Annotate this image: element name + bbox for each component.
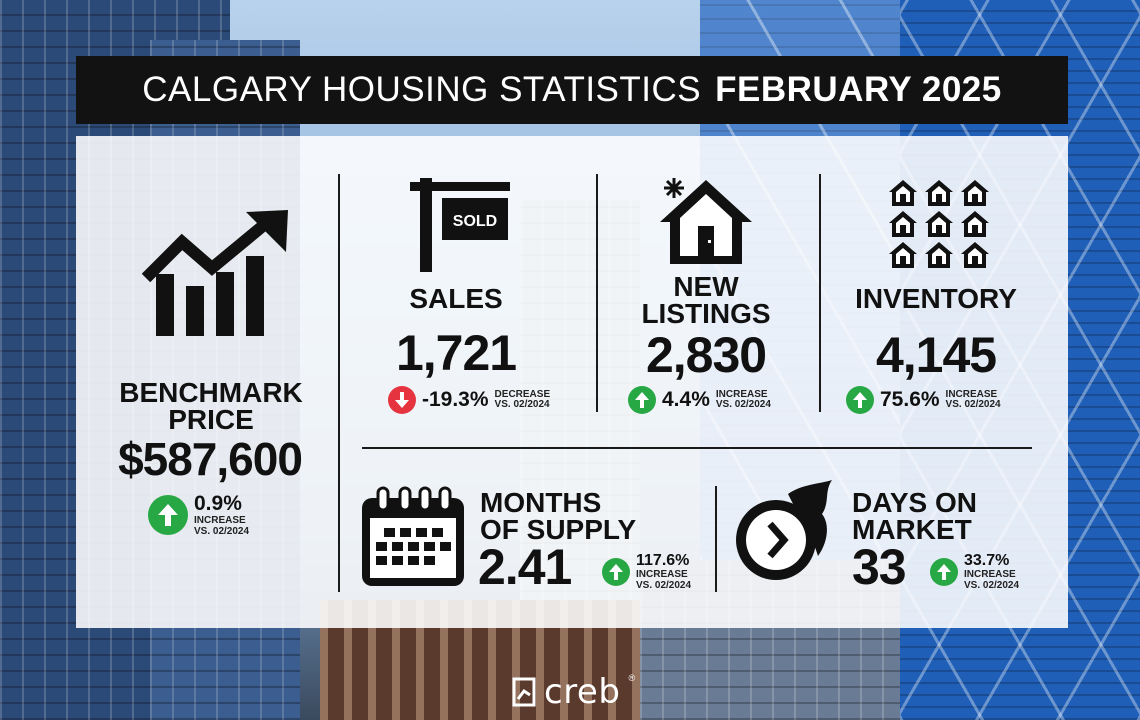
title-date: FEBRUARY 2025 (715, 70, 1002, 109)
months-of-supply-label-line1: MONTHS (480, 487, 602, 518)
sales-value: 1,721 (395, 325, 517, 381)
new-listings-change: 4.4% INCREASE VS. 02/2024 (628, 386, 771, 414)
house-icon (660, 178, 752, 264)
divider (362, 447, 1032, 449)
benchmark-compare: VS. 02/2024 (194, 525, 250, 537)
days-on-market-change: 33.7% INCREASE VS. 02/2024 (930, 552, 1019, 591)
creb-logo-icon (512, 677, 536, 707)
sales-label: SALES (409, 283, 503, 314)
sales-change-pct: -19.3% (422, 388, 489, 411)
new-listings-value: 2,830 (645, 327, 767, 383)
months-of-supply-value: 2.41 (478, 539, 572, 595)
divider (596, 174, 598, 412)
new-listings-label: NEW LISTINGS (616, 271, 796, 329)
new-listings-label-line1: NEW (673, 271, 739, 302)
houses-grid-icon (889, 180, 989, 268)
inventory-change-pct: 75.6% (880, 388, 940, 411)
up-arrow-icon (930, 557, 958, 586)
days-on-market-label-line1: DAYS ON (852, 487, 978, 518)
months-of-supply-change: 117.6% INCREASE VS. 02/2024 (602, 552, 691, 591)
months-of-supply-change-word: INCREASE (636, 569, 688, 580)
months-of-supply-compare: VS. 02/2024 (636, 579, 692, 591)
down-arrow-icon (388, 386, 416, 414)
days-on-market-change-pct: 33.7% (964, 552, 1010, 569)
divider (715, 486, 717, 592)
calendar-icon (362, 486, 464, 586)
creb-wordmark: creb (544, 672, 621, 712)
divider (819, 174, 821, 412)
new-listings-change-word: INCREASE (715, 388, 768, 400)
inventory-change-word: INCREASE (945, 388, 998, 400)
creb-logo: creb ® (512, 672, 635, 712)
sales-change-word: DECREASE (494, 388, 551, 400)
months-of-supply-label: MONTHS OF SUPPLY (480, 487, 670, 545)
trending-chart-icon (142, 210, 288, 336)
inventory-label: INVENTORY (855, 283, 1017, 314)
registered-mark: ® (628, 673, 636, 683)
up-arrow-icon (628, 386, 656, 414)
inventory-compare: VS. 02/2024 (945, 399, 1001, 410)
months-of-supply-change-pct: 117.6% (636, 552, 690, 569)
inventory-value: 4,145 (875, 327, 997, 383)
days-on-market-label: DAYS ON MARKET (852, 487, 1052, 545)
inventory-change: 75.6% INCREASE VS. 02/2024 (846, 386, 1001, 414)
benchmark-change-word: INCREASE (194, 515, 246, 526)
benchmark-label-line1: BENCHMARK (119, 377, 303, 408)
divider (338, 174, 340, 592)
clock-flame-icon (736, 480, 832, 580)
new-listings-change-pct: 4.4% (662, 388, 710, 411)
sold-sign-icon: SOLD (410, 178, 510, 272)
up-arrow-icon (846, 386, 874, 414)
benchmark-value: $587,600 (118, 433, 303, 485)
benchmark-label-line2: PRICE (168, 403, 254, 435)
stats-panel: BENCHMARK PRICE $587,600 0.9% INCREASE V… (76, 136, 1068, 628)
new-listings-label-line2: LISTINGS (641, 297, 771, 329)
days-on-market-compare: VS. 02/2024 (964, 579, 1020, 591)
sales-change: -19.3% DECREASE VS. 02/2024 (388, 386, 550, 414)
title-text: CALGARY HOUSING STATISTICS (142, 70, 702, 109)
benchmark-label: BENCHMARK PRICE (96, 377, 326, 435)
benchmark-change: 0.9% INCREASE VS. 02/2024 (148, 492, 249, 537)
up-arrow-icon (148, 494, 188, 535)
benchmark-change-pct: 0.9% (194, 492, 242, 515)
days-on-market-change-word: INCREASE (964, 569, 1016, 580)
sales-compare: VS. 02/2024 (494, 399, 550, 410)
days-on-market-label-line2: MARKET (852, 513, 972, 545)
sold-sign-text: SOLD (453, 213, 497, 230)
up-arrow-icon (602, 557, 630, 586)
days-on-market-value: 33 (852, 539, 907, 595)
title-bar: CALGARY HOUSING STATISTICS FEBRUARY 2025 (76, 56, 1068, 124)
new-listings-compare: VS. 02/2024 (715, 399, 771, 410)
months-of-supply-label-line2: OF SUPPLY (480, 513, 637, 545)
